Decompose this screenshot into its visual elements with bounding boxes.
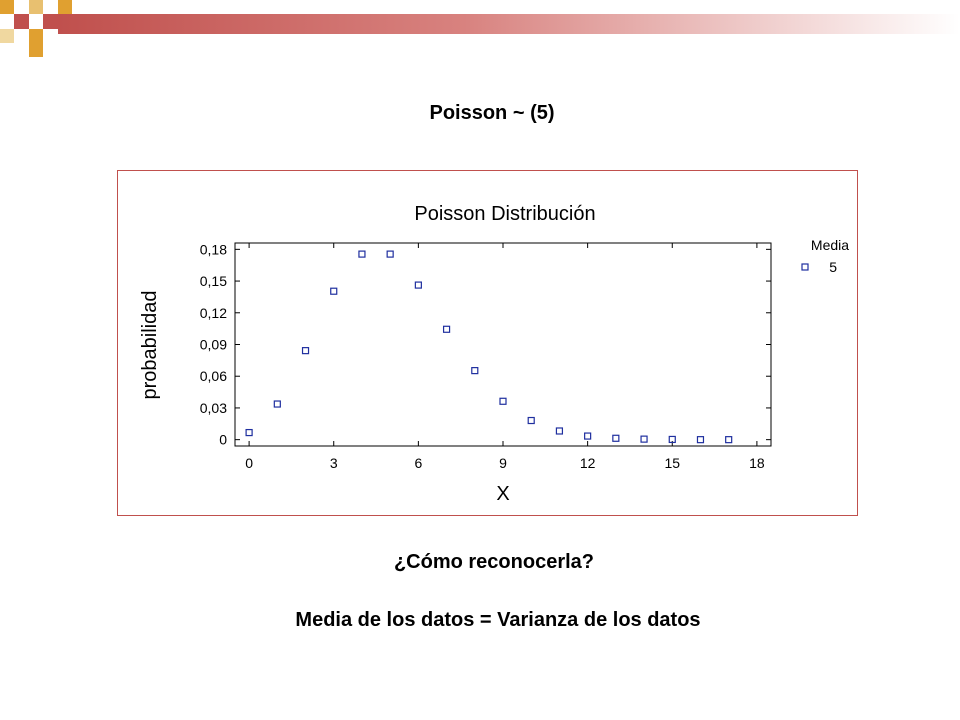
x-axis-label: X [496,483,509,505]
deco-square [0,29,14,43]
question-text: ¿Cómo reconocerla? [393,551,595,573]
deco-square [29,0,43,14]
deco-square [14,14,29,29]
y-tick-label: 0,15 [200,273,227,289]
y-axis-label: probabilidad [139,291,161,400]
data-point [612,434,620,442]
y-tick-label: 0,18 [200,241,227,257]
data-point [668,435,676,444]
data-point [273,400,281,408]
data-point [584,432,592,440]
deco-square [43,14,58,29]
x-tick-label: 18 [749,455,765,471]
statement-text: Media de los datos = Varianza de los dat… [295,609,701,631]
chart-frame: Poisson Distribución 0 0,03 0,06 0,09 0,12 0,… [117,170,858,516]
x-tick-label: 12 [580,455,596,471]
deco-square [29,43,43,57]
legend-marker [801,263,809,271]
data-point [414,281,422,289]
data-point [555,427,564,435]
y-tick-label: 0,03 [200,400,227,416]
poisson-scatter-chart: Poisson Distribución 0 0,03 0,06 0,09 0,12 0,… [139,203,849,505]
data-point [499,397,507,405]
x-tick-label: 0 [245,455,253,471]
deco-square [29,29,43,43]
x-tick-label: 15 [664,455,680,471]
data-point [725,436,733,444]
data-point [358,250,366,258]
data-point [330,287,338,295]
data-point [442,325,451,333]
plot-area [234,242,772,447]
data-point [245,428,253,437]
data-point [301,347,310,355]
header-gradient-band [58,14,960,34]
x-tick-label: 6 [414,455,422,471]
legend-series-name: 5 [829,259,837,275]
x-tick-label: 9 [499,455,507,471]
data-point [640,435,648,443]
y-tick-label: 0 [219,432,227,448]
slide-header-decoration [0,0,960,57]
data-point [527,416,535,425]
deco-square [58,0,72,14]
slide-title: Poisson ~ (5) [429,102,555,124]
legend-title: Media [811,237,849,253]
data-point [471,367,479,375]
y-tick-label: 0,12 [200,305,227,321]
x-tick-label: 3 [330,455,338,471]
y-tick-label: 0,09 [200,337,227,353]
data-point [696,436,705,444]
deco-square [0,0,14,14]
chart-title: Poisson Distribución [414,203,595,225]
y-tick-label: 0,06 [200,368,227,384]
legend: Media 5 [801,237,849,275]
data-point [386,250,394,258]
